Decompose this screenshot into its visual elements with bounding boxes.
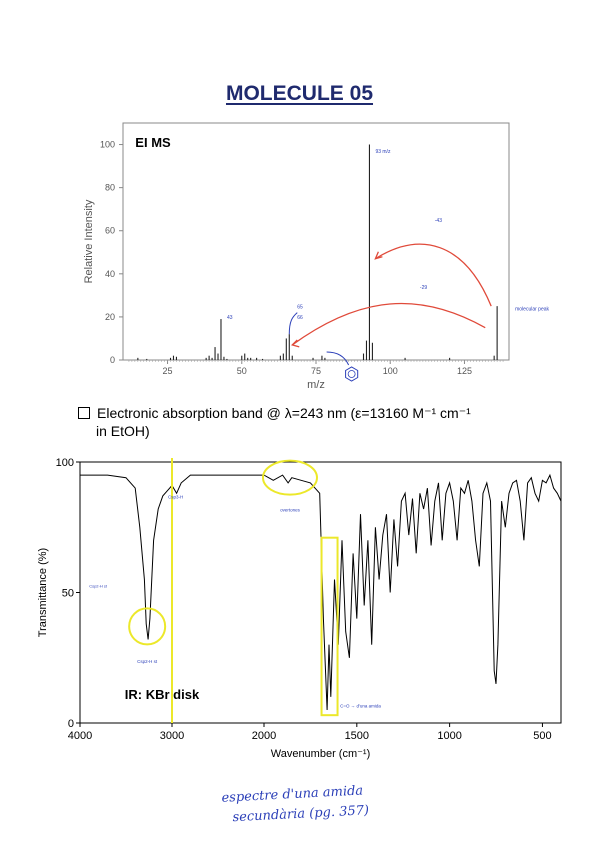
benzene-ring-icon xyxy=(345,366,359,382)
ms-title: EI MS xyxy=(135,135,171,150)
ir-annotation-left: Csp2-H st xyxy=(89,583,108,588)
ms-annotation-base-peak: 93 m/z xyxy=(375,149,391,155)
ir-annotation-carbonyl: C=O → d'una amida xyxy=(340,703,381,708)
ms-fragment-arrowhead-29 xyxy=(291,339,300,348)
ir-highlight-nh-circle xyxy=(128,607,167,646)
ir-x-axis-label: Wavenumber (cm⁻¹) xyxy=(271,748,371,760)
ir-highlight-carbonyl-box xyxy=(320,536,339,717)
ir-x-tick-label: 4000 xyxy=(68,730,92,742)
ms-fragment-arrow-43 xyxy=(375,243,492,307)
ir-x-tick-label: 1500 xyxy=(345,730,369,742)
ms-x-tick-label: 125 xyxy=(457,366,472,376)
ms-annotation-peak-43: 43 xyxy=(227,315,233,321)
ms-x-tick-label: 75 xyxy=(311,366,321,376)
handwritten-note: espectre d'una amida secundària (pg. 357… xyxy=(221,781,369,829)
ms-x-tick-label: 50 xyxy=(237,366,247,376)
ms-y-tick-label: 80 xyxy=(105,183,115,193)
ms-y-tick-label: 40 xyxy=(105,269,115,279)
ir-annotation-overtones: overtones xyxy=(280,508,301,513)
ms-x-tick-label: 25 xyxy=(163,366,173,376)
ms-y-tick-label: 0 xyxy=(110,355,115,365)
ir-x-tick-label: 3000 xyxy=(160,730,184,742)
ms-annotation-peak-65: 65 xyxy=(297,304,303,310)
page-title: MOLECULE 05 xyxy=(225,82,374,105)
benzene-ring-circle-icon xyxy=(347,370,356,378)
ms-annotation-molecular-peak: molecular peak xyxy=(515,306,549,312)
ir-y-tick-label: 100 xyxy=(56,457,74,469)
ir-y-axis-label: Transmittance (%) xyxy=(37,548,49,637)
ms-annotation-loss-43: -43 xyxy=(435,218,442,224)
ms-y-axis-label: Relative Intensity xyxy=(83,199,95,283)
ir-annotation-nh: Csp2-H st xyxy=(137,659,158,664)
ms-plot-frame xyxy=(122,122,510,361)
uv-note: Electronic absorption band @ λ=243 nm (ε… xyxy=(78,404,548,440)
uv-note-text2: in EtOH) xyxy=(96,423,150,439)
ir-title: IR: KBr disk xyxy=(125,687,200,702)
ir-x-tick-label: 1000 xyxy=(437,730,461,742)
benzene-pointer xyxy=(326,351,350,366)
ms-x-tick-label: 100 xyxy=(383,366,398,376)
ir-highlight-overtones-ellipse xyxy=(261,459,318,496)
checkbox-icon xyxy=(78,407,90,419)
ir-y-tick-label: 50 xyxy=(62,588,74,600)
ir-y-tick-label: 0 xyxy=(68,718,74,730)
ir-x-tick-label: 2000 xyxy=(252,730,276,742)
ms-y-tick-label: 20 xyxy=(105,312,115,322)
ir-annotation-csp3: Csp3-H xyxy=(168,495,183,500)
ir-spectrum-line xyxy=(80,473,562,711)
ms-annotation-peak-66: 66 xyxy=(297,315,303,321)
ir-plot-frame xyxy=(79,461,562,724)
uv-note-text: Electronic absorption band @ λ=243 nm (ε… xyxy=(97,405,471,421)
ms-annotation-pointer xyxy=(288,312,298,335)
ms-y-tick-label: 60 xyxy=(105,226,115,236)
ms-fragment-arrow-29 xyxy=(291,302,486,346)
ms-annotation-loss-29: -29 xyxy=(420,285,427,291)
ms-fragment-arrowhead-43 xyxy=(374,251,383,260)
ms-y-tick-label: 100 xyxy=(100,140,115,150)
ir-x-tick-label: 500 xyxy=(533,730,551,742)
ms-x-axis-label: m/z xyxy=(307,379,325,391)
